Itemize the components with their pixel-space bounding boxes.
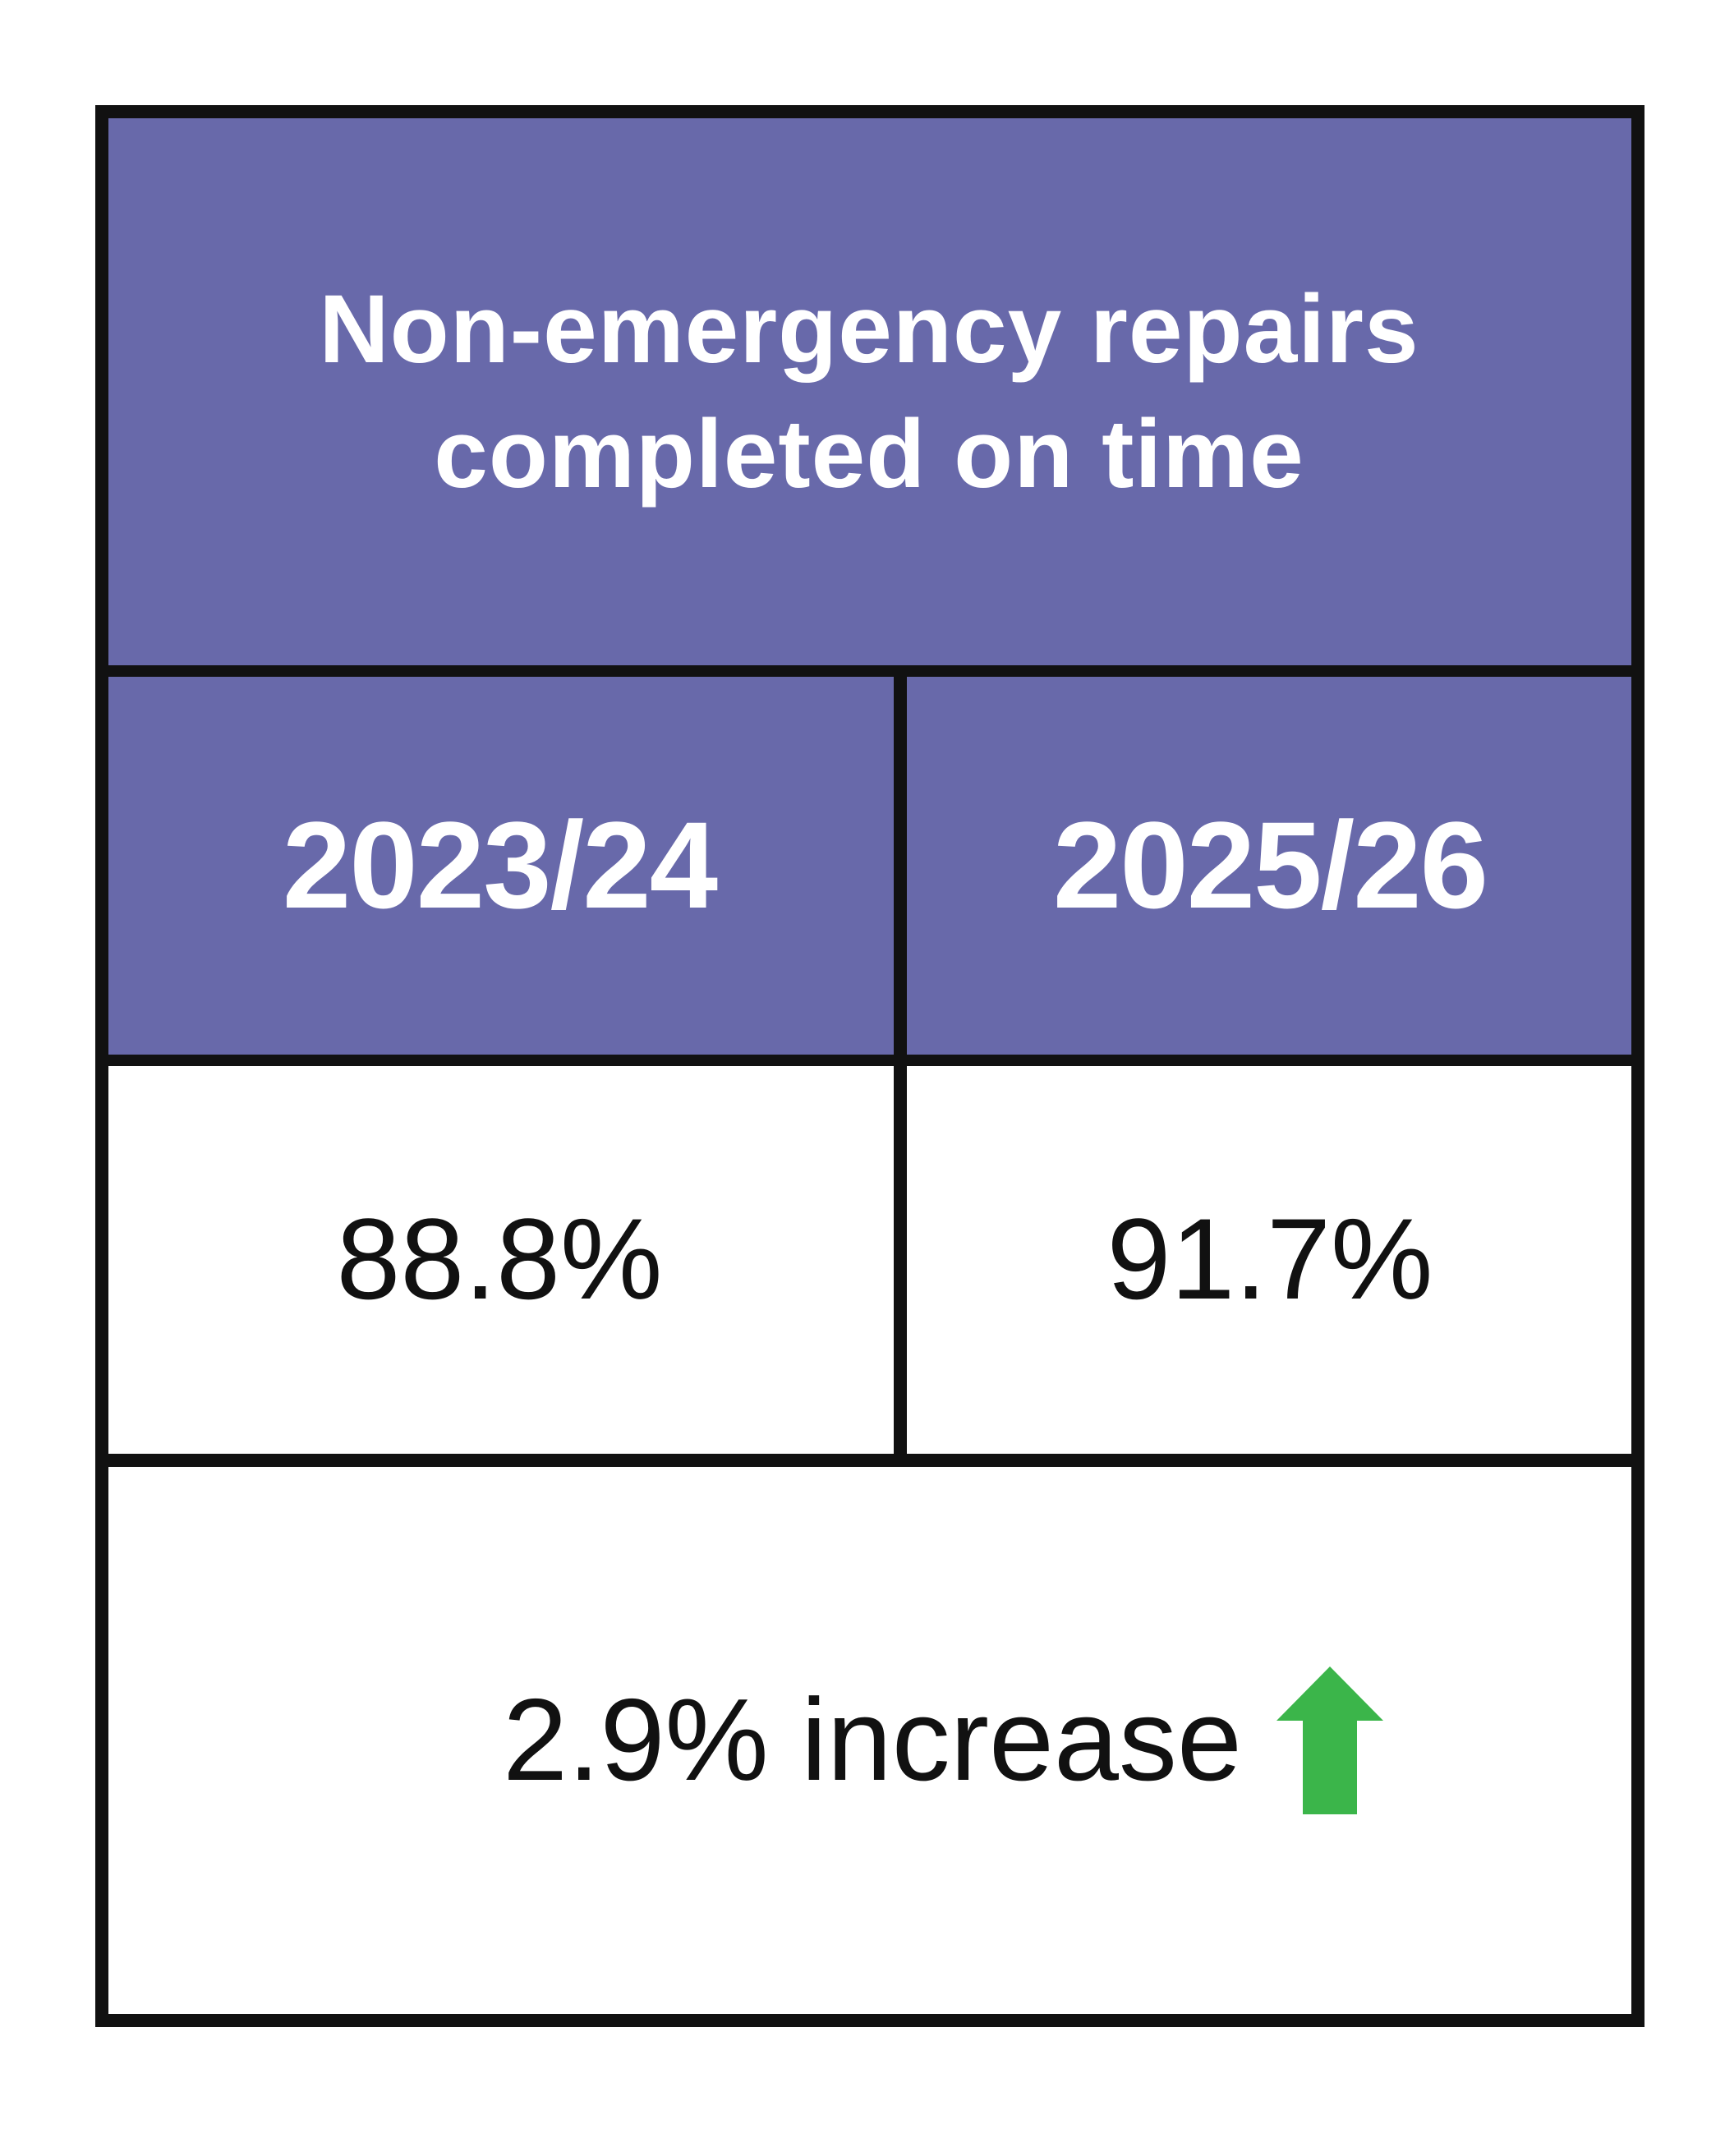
table-border-bottom (95, 2014, 1644, 2027)
change-cell: 2.9% increase (105, 1467, 1633, 2014)
arrow-up-icon (1276, 1666, 1383, 1814)
column-divider (894, 665, 907, 1467)
row-divider-years (95, 1055, 1644, 1066)
column-header-2023-24: 2023/24 (105, 675, 894, 1055)
table-border-right (1631, 105, 1644, 2027)
value-2023-24: 88.8% (105, 1064, 894, 1454)
change-label: 2.9% increase (503, 1675, 1242, 1805)
change-summary: 2.9% increase (503, 1666, 1383, 1814)
column-header-2025-26: 2025/26 (907, 675, 1633, 1055)
table-border-left (95, 105, 108, 2027)
row-divider-title (95, 665, 1644, 677)
row-divider-values (95, 1454, 1644, 1467)
table-title: Non-emergency repairs completed on time (105, 118, 1633, 665)
value-2025-26: 91.7% (907, 1064, 1633, 1454)
table-border-top (95, 105, 1644, 118)
